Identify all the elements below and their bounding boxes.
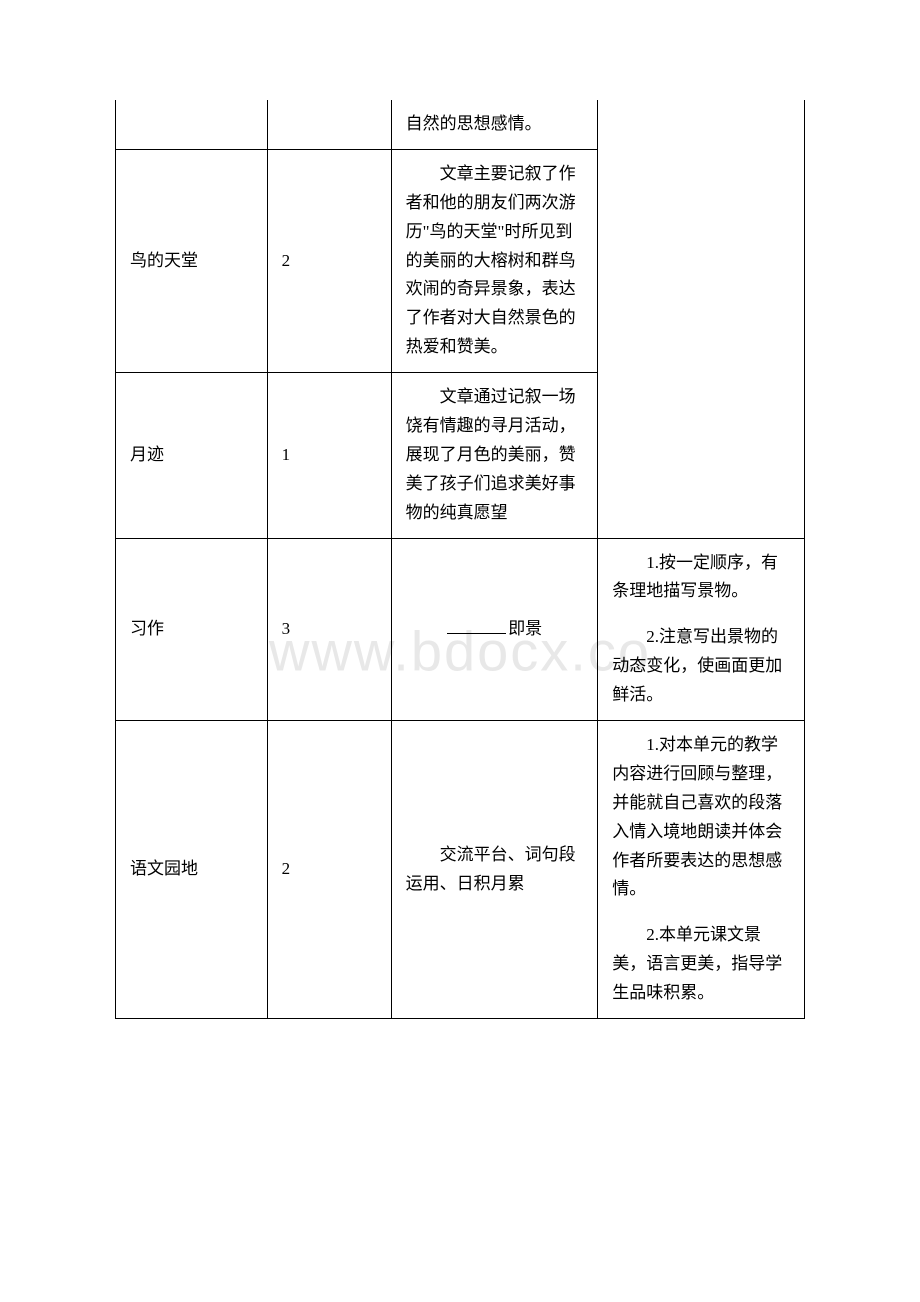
table-row: 自然的思想感情。 bbox=[116, 100, 805, 149]
table-row: 习作 3 即景 1.按一定顺序，有条理地描写景物。 2.注意写出景物的动态变化，… bbox=[116, 538, 805, 720]
table-row: 语文园地 2 交流平台、词句段运用、日积月累 1.对本单元的教学内容进行回顾与整… bbox=[116, 721, 805, 1019]
cell-notes bbox=[598, 100, 805, 538]
cell-notes: 1.对本单元的教学内容进行回顾与整理，并能就自己喜欢的段落入情入境地朗读并体会作… bbox=[598, 721, 805, 1019]
cell-hours: 2 bbox=[267, 721, 391, 1019]
note-paragraph: 2.本单元课文景美，语言更美，指导学生品味积累。 bbox=[612, 921, 790, 1008]
cell-content: 自然的思想感情。 bbox=[391, 100, 598, 149]
cell-content: 即景 bbox=[391, 538, 598, 720]
cell-content: 交流平台、词句段运用、日积月累 bbox=[391, 721, 598, 1019]
note-paragraph: 1.按一定顺序，有条理地描写景物。 bbox=[612, 549, 790, 607]
cell-hours: 3 bbox=[267, 538, 391, 720]
cell-title: 习作 bbox=[116, 538, 268, 720]
table-container: 自然的思想感情。 鸟的天堂 2 文章主要记叙了作者和他的朋友们两次游历"鸟的天堂… bbox=[0, 0, 920, 1019]
cell-suffix: 即景 bbox=[508, 619, 542, 638]
note-paragraph: 2.注意写出景物的动态变化，使画面更加鲜活。 bbox=[612, 623, 790, 710]
cell-title: 语文园地 bbox=[116, 721, 268, 1019]
cell-title bbox=[116, 100, 268, 149]
cell-hours bbox=[267, 100, 391, 149]
cell-title: 月迹 bbox=[116, 373, 268, 538]
cell-title: 鸟的天堂 bbox=[116, 149, 268, 372]
cell-content: 文章主要记叙了作者和他的朋友们两次游历"鸟的天堂"时所见到的美丽的大榕树和群鸟欢… bbox=[391, 149, 598, 372]
cell-hours: 2 bbox=[267, 149, 391, 372]
cell-content: 文章通过记叙一场饶有情趣的寻月活动，展现了月色的美丽，赞美了孩子们追求美好事物的… bbox=[391, 373, 598, 538]
cell-notes: 1.按一定顺序，有条理地描写景物。 2.注意写出景物的动态变化，使画面更加鲜活。 bbox=[598, 538, 805, 720]
note-paragraph: 1.对本单元的教学内容进行回顾与整理，并能就自己喜欢的段落入情入境地朗读并体会作… bbox=[612, 731, 790, 904]
curriculum-table: 自然的思想感情。 鸟的天堂 2 文章主要记叙了作者和他的朋友们两次游历"鸟的天堂… bbox=[115, 100, 805, 1019]
cell-hours: 1 bbox=[267, 373, 391, 538]
blank-underline bbox=[447, 633, 507, 634]
